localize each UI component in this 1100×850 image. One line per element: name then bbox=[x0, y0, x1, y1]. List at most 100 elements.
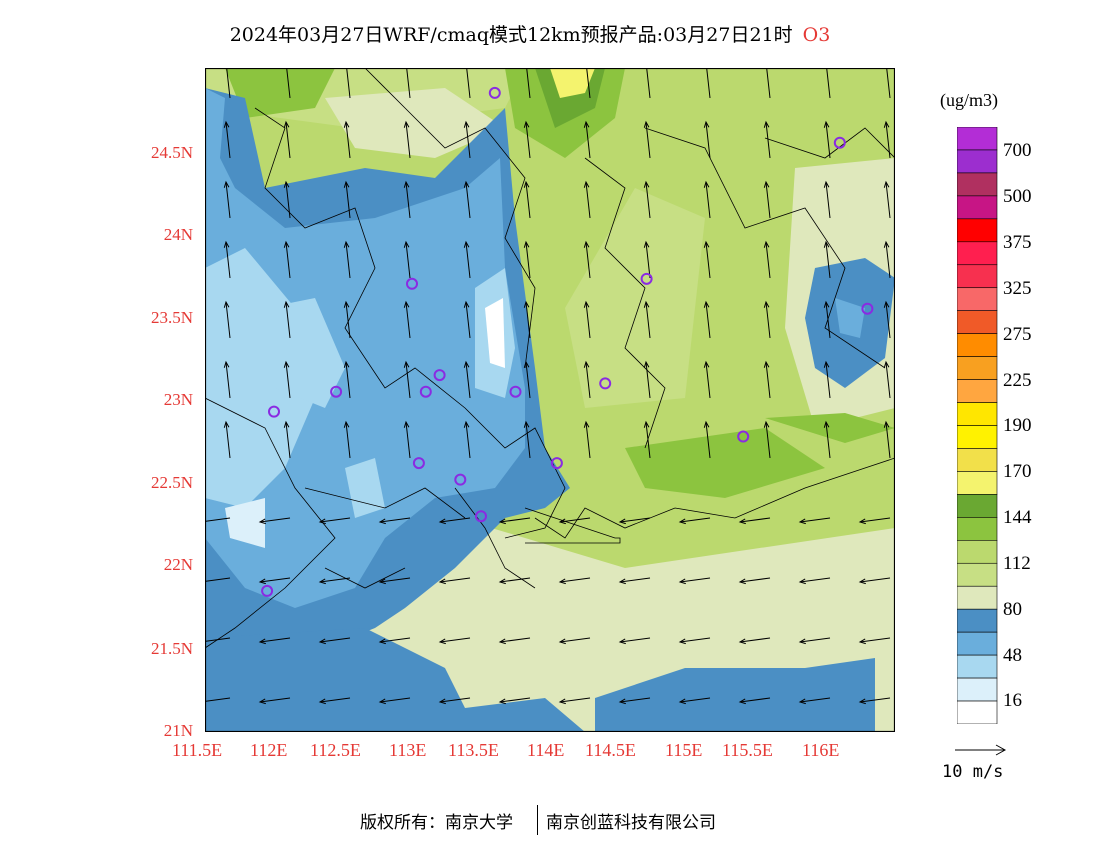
lon-label: 112.5E bbox=[310, 740, 361, 760]
wind-arrow bbox=[643, 420, 651, 459]
wind-arrow bbox=[378, 697, 411, 705]
wind-arrow bbox=[643, 180, 651, 219]
wind-arrow bbox=[798, 577, 831, 585]
legend-tick: 375 bbox=[1003, 232, 1032, 253]
lon-label: 114E bbox=[527, 740, 565, 760]
wind-arrow bbox=[438, 637, 471, 645]
footer-divider bbox=[537, 805, 538, 835]
lat-label: 22.5N bbox=[150, 473, 193, 492]
lon-label: 113E bbox=[389, 740, 427, 760]
wind-arrow bbox=[618, 577, 651, 585]
wind-arrow bbox=[258, 577, 291, 585]
legend-tick: 48 bbox=[1003, 645, 1022, 666]
legend-swatch bbox=[957, 149, 998, 174]
wind-arrow bbox=[763, 360, 771, 399]
concentration-field bbox=[205, 68, 895, 732]
wind-arrow bbox=[643, 240, 651, 279]
wind-arrow bbox=[583, 300, 591, 339]
wind-arrow bbox=[678, 517, 711, 525]
wind-arrow bbox=[823, 240, 831, 279]
legend-unit: (ug/m3) bbox=[940, 90, 998, 110]
wind-arrow bbox=[618, 517, 651, 525]
wind-arrow bbox=[738, 577, 771, 585]
wind-arrow bbox=[703, 300, 711, 339]
wind-arrow bbox=[798, 517, 831, 525]
wind-arrow bbox=[318, 697, 351, 705]
legend-tick: 190 bbox=[1003, 415, 1032, 436]
legend-swatch bbox=[957, 241, 998, 266]
wind-arrow bbox=[463, 240, 471, 279]
wind-arrow bbox=[706, 68, 711, 99]
wind-arrow bbox=[498, 577, 531, 585]
legend-tick: 275 bbox=[1003, 324, 1032, 345]
legend-swatch bbox=[957, 287, 998, 311]
wind-arrow bbox=[286, 68, 291, 99]
lat-label: 24.5N bbox=[150, 143, 193, 162]
wind-arrow bbox=[858, 637, 891, 645]
wind-arrow bbox=[378, 517, 411, 525]
lon-label: 112E bbox=[250, 740, 288, 760]
lat-label: 24N bbox=[163, 225, 193, 244]
wind-arrow bbox=[403, 240, 411, 279]
legend-tick: 80 bbox=[1003, 599, 1022, 620]
wind-arrow bbox=[703, 420, 711, 459]
wind-arrow bbox=[205, 697, 231, 705]
legend-tick: 500 bbox=[1003, 186, 1032, 207]
lon-label: 115.5E bbox=[722, 740, 773, 760]
wind-arrow bbox=[205, 577, 231, 585]
wind-arrow bbox=[205, 517, 231, 525]
wind-arrow bbox=[583, 360, 591, 399]
wind-arrow bbox=[498, 697, 531, 705]
wind-arrow bbox=[823, 180, 831, 219]
footer-company: 南京创蓝科技有限公司 bbox=[546, 813, 716, 833]
wind-arrow bbox=[883, 420, 891, 459]
wind-arrow bbox=[558, 517, 591, 525]
station-marker bbox=[268, 405, 280, 418]
wind-arrow bbox=[763, 120, 771, 159]
wind-arrow bbox=[583, 120, 591, 159]
wind-arrow bbox=[463, 360, 471, 399]
wind-arrow bbox=[343, 300, 351, 339]
station-marker bbox=[412, 457, 425, 470]
wind-arrow bbox=[463, 420, 471, 459]
wind-arrow bbox=[343, 180, 351, 219]
legend-tick: 170 bbox=[1003, 461, 1032, 482]
wind-arrow bbox=[463, 180, 471, 219]
legend-swatch bbox=[957, 677, 998, 702]
station-marker bbox=[737, 430, 750, 443]
station-markers bbox=[261, 86, 874, 597]
lon-label: 114.5E bbox=[585, 740, 636, 760]
legend-tick: 700 bbox=[1003, 140, 1032, 161]
legend-swatch bbox=[957, 540, 998, 564]
wind-arrow bbox=[403, 420, 411, 459]
station-marker bbox=[599, 377, 612, 390]
wind-scale-label: 10 m/s bbox=[942, 762, 1004, 782]
wind-arrow bbox=[406, 68, 411, 99]
wind-arrow bbox=[283, 420, 291, 459]
legend-swatch bbox=[957, 700, 998, 724]
wind-arrow bbox=[223, 240, 231, 279]
wind-arrow bbox=[523, 240, 531, 279]
wind-arrow bbox=[883, 180, 891, 219]
wind-arrow bbox=[823, 300, 831, 339]
wind-arrow bbox=[738, 517, 771, 525]
wind-arrow bbox=[343, 120, 351, 159]
wind-arrow bbox=[346, 68, 351, 99]
wind-arrow bbox=[283, 180, 291, 219]
wind-arrow bbox=[883, 120, 891, 159]
legend-swatch bbox=[957, 608, 998, 633]
wind-arrow bbox=[883, 360, 891, 399]
legend-swatch bbox=[957, 654, 998, 679]
legend-tick: 325 bbox=[1003, 278, 1032, 299]
wind-arrow bbox=[526, 68, 531, 99]
wind-arrow bbox=[498, 517, 531, 525]
wind-arrow bbox=[703, 360, 711, 399]
wind-arrow bbox=[523, 120, 531, 159]
wind-arrow bbox=[318, 517, 351, 525]
legend-swatch bbox=[957, 402, 998, 426]
wind-arrow bbox=[258, 697, 291, 705]
wind-arrow bbox=[223, 360, 231, 399]
legend-swatch bbox=[957, 195, 998, 220]
lat-label: 22N bbox=[163, 555, 193, 574]
lon-label: 116E bbox=[802, 740, 840, 760]
